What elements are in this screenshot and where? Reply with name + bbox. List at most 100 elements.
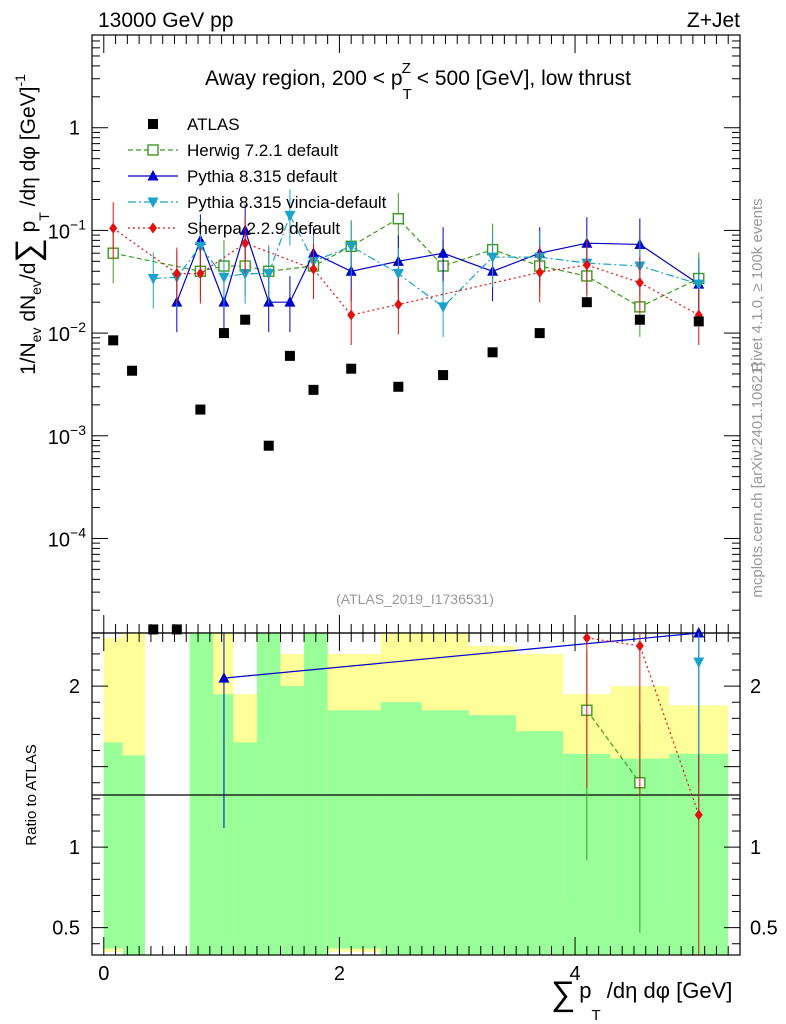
tick-base: 10 [48, 221, 70, 243]
ratio-band-inner [256, 633, 281, 955]
main-series [107, 189, 705, 635]
data-point [347, 309, 356, 321]
ratio-band-inner [380, 702, 422, 955]
legend-marker [149, 222, 157, 234]
ratio-band-inner [213, 694, 234, 955]
xlabel-p: p [579, 978, 591, 1003]
xlabel-sum: ∑ [551, 975, 575, 1013]
data-point [393, 381, 404, 392]
main-y-tick-label: 10−2 [48, 319, 86, 346]
data-point [345, 241, 357, 253]
ylabel-e: /dη dφ [GeV] [17, 87, 40, 213]
ylabel-a-sub: ev [28, 328, 44, 343]
ratio-y-tick-label-left: 2 [69, 676, 80, 698]
legend-marker [147, 170, 159, 181]
legend-label: Pythia 8.315 default [187, 167, 338, 186]
analysis-watermark: (ATLAS_2019_I1736531) [336, 591, 494, 607]
data-point [148, 624, 159, 635]
data-point [109, 222, 118, 234]
main-y-tick-label: 10−1 [48, 216, 86, 243]
data-point [172, 268, 181, 280]
rivet-side-label: Rivet 4.1.0, ≥ 100k events [749, 198, 766, 371]
data-point [534, 328, 545, 339]
data-point [127, 365, 138, 376]
title-part-2: < 500 [GeV], low thrust [411, 67, 631, 90]
mcplots-side-label: mcplots.cern.ch [arXiv:2401.10621] [749, 362, 766, 597]
xlabel-p-sub: T [592, 1007, 601, 1024]
main-y-tick-label: 10−4 [48, 524, 86, 551]
x-tick-label: 2 [334, 963, 345, 985]
data-point [309, 263, 318, 275]
data-point [284, 296, 296, 307]
x-tick-label: 4 [569, 963, 580, 985]
data-point [438, 370, 449, 381]
panel-title: Away region, 200 < pTZ < 500 [GeV], low … [205, 60, 631, 103]
ratio-y-tick-label-left: 1 [69, 837, 80, 859]
ylabel-e-sup: -1 [12, 74, 28, 87]
legend-label: Sherpa 2.2.9 default [187, 219, 340, 238]
ratio-band-inner [280, 686, 305, 955]
tick-exponent: −4 [70, 524, 86, 540]
data-point [346, 363, 357, 374]
ratio-data-point [582, 632, 591, 644]
title-part-sup: Z [402, 60, 411, 77]
series-atlas [108, 297, 704, 635]
axis-ticks [92, 34, 740, 955]
data-point [147, 274, 159, 285]
data-point [263, 269, 275, 280]
series-line [153, 213, 699, 308]
ylabel-b: dN [17, 295, 40, 328]
ratio-band-inner [304, 633, 328, 955]
ylabel-d: p [17, 221, 40, 239]
data-point [239, 269, 251, 280]
ratio-band-inner [469, 715, 517, 955]
tick-exponent: −1 [70, 216, 86, 232]
data-point [194, 241, 206, 253]
tick-base: 10 [48, 324, 70, 346]
data-point [218, 328, 229, 339]
data-point [437, 302, 449, 313]
data-point [487, 252, 499, 264]
tick-base: 10 [48, 427, 70, 449]
ratio-series-sherpa-2-2-9-default [582, 632, 703, 955]
tick-exponent: −3 [70, 422, 86, 438]
x-axis-title: ∑ pT /dη dφ [GeV] [551, 975, 732, 1024]
ratio-band-inner [233, 742, 257, 955]
data-point [240, 314, 251, 325]
legend-marker [148, 119, 158, 129]
tick-exponent: −2 [70, 319, 86, 335]
data-point [171, 624, 182, 635]
ylabel-b-sub: ev [28, 280, 44, 295]
xlabel-rest: /dη dφ [GeV] [601, 978, 733, 1003]
legend: ATLAS Herwig 7.2.1 default Pythia 8.315 de… [128, 115, 387, 238]
tick-labels: 110−110−210−310−40 2 40.5 0.51 12 2 [48, 118, 778, 985]
data-point [392, 269, 404, 280]
ratio-y-axis-title: Ratio to ATLAS [23, 744, 40, 845]
title-part-1: Away region, 200 < p [205, 67, 403, 90]
legend-label: Pythia 8.315 vincia-default [187, 193, 387, 212]
data-point [535, 266, 544, 278]
ratio-y-tick-label-left: 0.5 [52, 918, 80, 940]
ratio-band-inner [103, 742, 123, 949]
data-point [218, 272, 230, 284]
ratio-band-inner [327, 710, 381, 949]
data-point [634, 314, 645, 325]
ylabel-a: 1/N [17, 342, 40, 375]
data-point [582, 259, 591, 271]
data-point [392, 213, 405, 225]
main-y-axis-title: 1/Nev dNev/d∑ pT /dη dφ [GeV]-1 [9, 74, 52, 375]
ylabel-d-sub: T [36, 212, 52, 221]
data-point [487, 347, 498, 358]
data-point [693, 316, 704, 327]
collision-label: 13000 GeV pp [98, 9, 233, 32]
legend-marker [147, 144, 159, 156]
data-point [284, 350, 295, 361]
ratio-frame [91, 632, 741, 956]
ylabel-c: /d [17, 263, 40, 281]
legend-marker [147, 197, 159, 208]
data-point [581, 297, 592, 308]
ratio-data-point [693, 657, 705, 668]
x-tick-label: 0 [98, 963, 109, 985]
